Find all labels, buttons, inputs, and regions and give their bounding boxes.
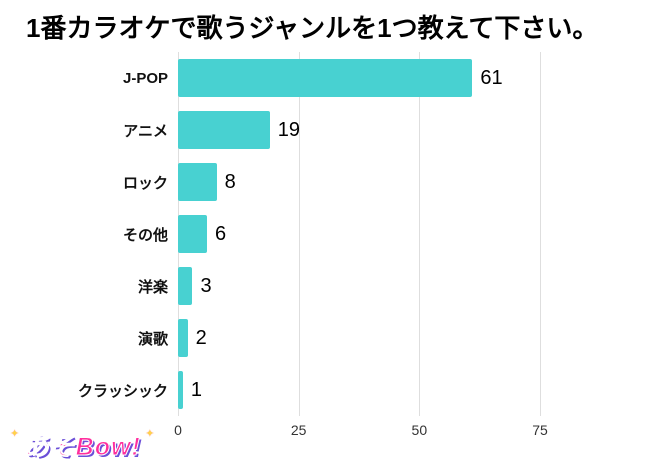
chart-title: 1番カラオケで歌うジャンルを1つ教えて下さい。 (26, 13, 599, 43)
value-label: 8 (224, 170, 236, 193)
asobow-logo-text: あそBow! (23, 433, 141, 462)
bar-track: 1 (178, 371, 650, 409)
category-label: アニメ (123, 122, 168, 140)
category-label: クラッシック (77, 382, 168, 400)
category-label: 洋楽 (137, 278, 168, 296)
chart-row: その他 6 (0, 208, 650, 260)
chart-row: ロック 8 (0, 156, 650, 208)
bar-track: 8 (178, 163, 650, 201)
chart-row: アニメ 19 (0, 104, 650, 156)
bar (178, 371, 183, 409)
bar (178, 215, 207, 253)
bar (178, 59, 473, 97)
x-tick-label: 50 (411, 422, 428, 438)
gridline (298, 52, 300, 416)
value-label: 3 (200, 274, 212, 297)
sparkle-icon: ✦ (145, 428, 155, 440)
value-label: 61 (480, 66, 503, 89)
category-label: その他 (122, 226, 168, 244)
asobow-logo: ✦ あそBow! ✦ (10, 427, 154, 463)
x-tick-label: 0 (174, 422, 182, 438)
bar-chart: J-POP 61 アニメ 19 ロック 8 その他 6 洋楽 3 演歌 2 クラッシック 1 0 25 50 7… (0, 52, 650, 438)
value-label: 19 (277, 118, 300, 141)
chart-row: J-POP 61 (0, 52, 650, 104)
category-label: J-POP (122, 69, 168, 87)
category-label: ロック (122, 174, 168, 192)
bar (178, 111, 270, 149)
x-tick-label: 75 (532, 422, 548, 438)
category-label: 演歌 (137, 330, 168, 348)
bar (178, 267, 193, 305)
bar (178, 319, 188, 357)
value-label: 6 (214, 222, 227, 245)
gridline (419, 52, 421, 416)
bar-track: 3 (178, 267, 650, 305)
chart-row: クラッシック 1 (0, 364, 650, 416)
chart-row: 洋楽 3 (0, 260, 650, 312)
bar-track: 6 (178, 215, 650, 253)
x-axis: 0 25 50 75 (174, 422, 548, 442)
bar-track: 19 (178, 111, 650, 149)
value-label: 1 (190, 378, 202, 401)
sparkle-icon: ✦ (10, 428, 20, 440)
value-label: 2 (195, 326, 207, 349)
gridline (540, 52, 541, 416)
bar (178, 163, 217, 201)
bar-track: 61 (178, 59, 650, 97)
x-tick-label: 25 (290, 422, 307, 438)
bar-track: 2 (178, 319, 650, 357)
chart-row: 演歌 2 (0, 312, 650, 364)
chart-rows: J-POP 61 アニメ 19 ロック 8 その他 6 洋楽 3 演歌 2 クラッシック 1 (0, 52, 650, 416)
